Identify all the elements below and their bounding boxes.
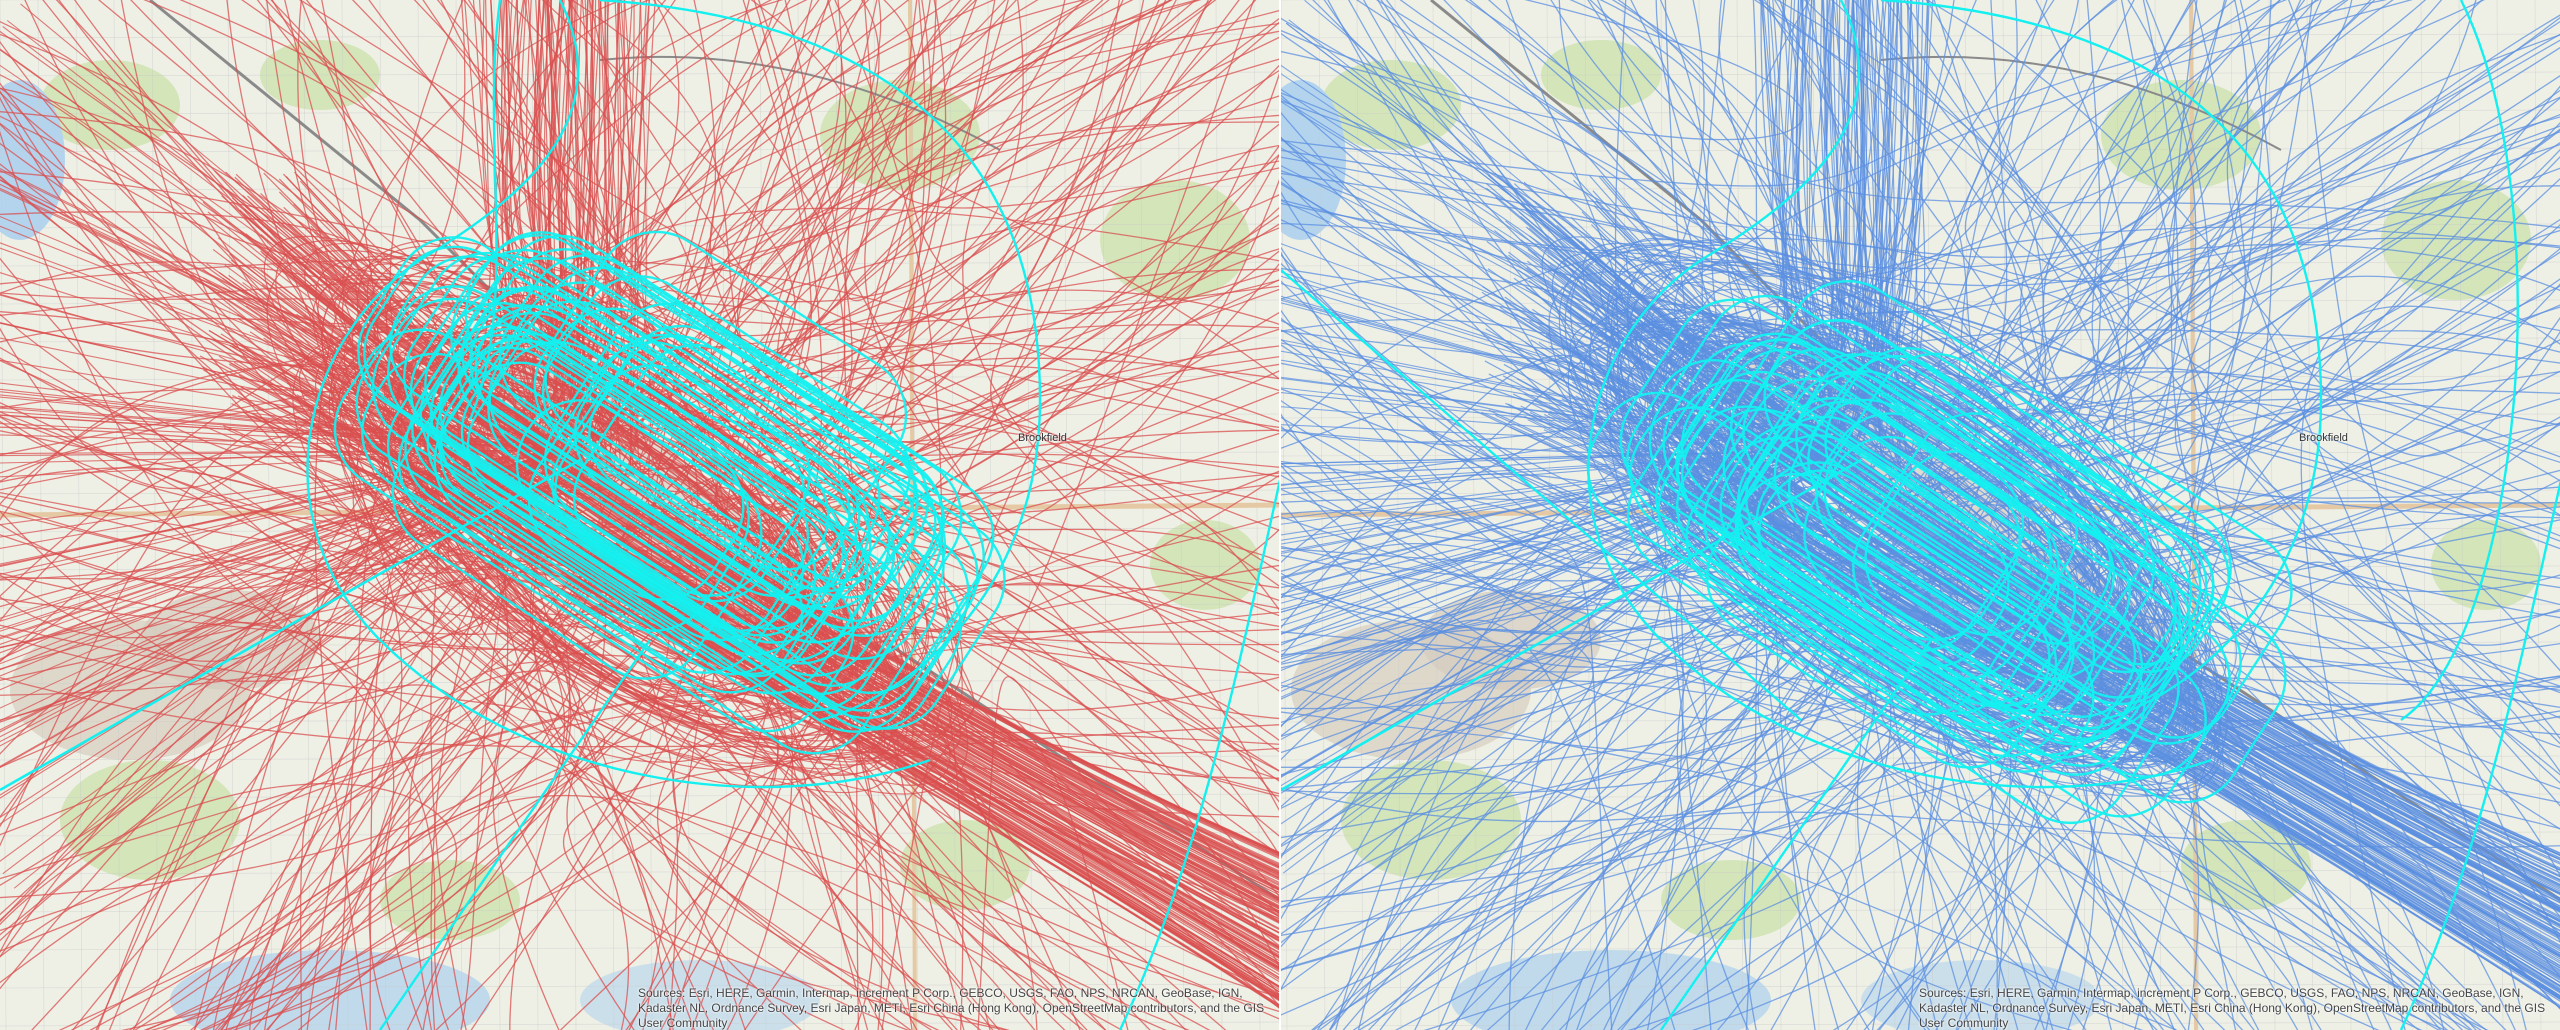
- place-label-brookfield: Brookfield: [2299, 432, 2348, 444]
- flight-track-map-right[interactable]: [1281, 0, 2560, 1030]
- highlighted-tracks: [0, 0, 1280, 1030]
- map-attribution: Sources: Esri, HERE, Garmin, Intermap, i…: [638, 986, 1265, 1030]
- place-label-brookfield: Brookfield: [1018, 432, 1067, 444]
- map-panel-left[interactable]: Brookfield Sources: Esri, HERE, Garmin, …: [0, 0, 1280, 1030]
- panel-divider: [1279, 0, 1282, 1030]
- highlighted-tracks: [1281, 0, 2560, 1030]
- map-panel-right[interactable]: Brookfield Sources: Esri, HERE, Garmin, …: [1281, 0, 2560, 1030]
- flight-track-map-left[interactable]: [0, 0, 1280, 1030]
- map-attribution: Sources: Esri, HERE, Garmin, Intermap, i…: [1919, 986, 2546, 1030]
